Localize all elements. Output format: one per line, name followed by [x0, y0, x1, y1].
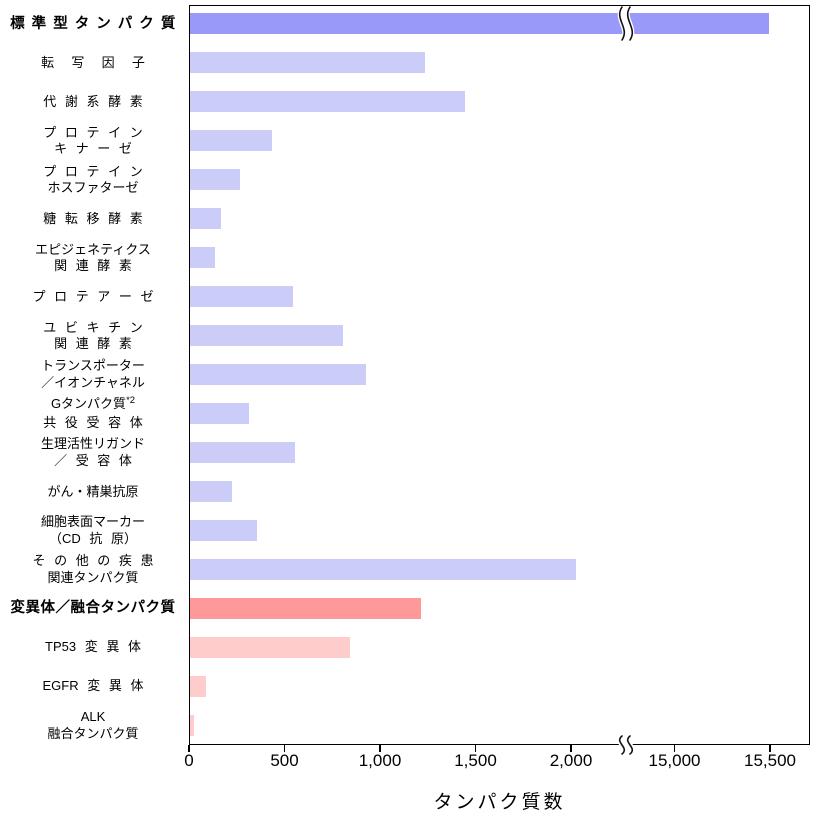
- bar-15: [190, 597, 422, 619]
- bar-2: [190, 91, 465, 113]
- x-tick-2: [379, 745, 381, 752]
- category-label-14: そ の 他 の 疾 患関連タンパク質: [32, 553, 154, 585]
- bar-3: [190, 130, 273, 152]
- plot-area: [189, 5, 810, 745]
- x-tick-6: [769, 745, 771, 752]
- category-label-9: トランスポーター ／イオンチャネル: [41, 358, 145, 390]
- category-label-4: プ ロ テ イ ンホスファターゼ: [43, 163, 143, 196]
- x-tick-label-2: 1,000: [358, 751, 402, 770]
- axis-break-icon: [617, 735, 635, 755]
- x-axis-title: タンパク質数: [433, 792, 566, 813]
- footnote-marker: *2: [126, 395, 136, 407]
- bar-14: [190, 558, 576, 580]
- x-tick-1: [283, 745, 286, 752]
- category-label-0: 標 準 型 タ ン パ ク 質: [10, 16, 176, 33]
- bar-18: [190, 714, 194, 736]
- bar-8: [190, 325, 343, 347]
- x-tick-label-3: 1,500: [454, 751, 497, 770]
- x-tick-0: [188, 745, 190, 752]
- bar-13: [190, 519, 257, 541]
- category-label-5: 糖 転 移 酵 素: [43, 210, 143, 226]
- bar-break-icon: [617, 5, 635, 41]
- category-label-6: エピジェネティクス関 連 酵 素: [35, 241, 151, 274]
- category-label-3: プ ロ テ イ ンキ ナ ー ゼ: [43, 124, 143, 157]
- bar-9: [190, 364, 366, 385]
- x-tick-5: [673, 745, 676, 752]
- bar-5: [190, 208, 221, 230]
- bar-4: [190, 169, 240, 191]
- category-label-17: EGFR 変 異 体: [42, 678, 144, 694]
- category-label-11: 生理活性リガンド／ 受 容 体: [40, 436, 145, 468]
- bar-7: [190, 286, 294, 308]
- category-label-1: 転 写 因 子: [41, 55, 145, 71]
- x-tick-3: [474, 745, 477, 752]
- bar-10: [190, 402, 250, 424]
- bar-12: [190, 480, 232, 502]
- category-label-10: Gタンパク質*2 共 役 受 容 体: [43, 395, 143, 430]
- category-label-8: ユ ビ キ チ ン関 連 酵 素: [43, 319, 143, 352]
- bar-0: [190, 13, 770, 35]
- category-label-16: TP53 変 異 体: [45, 639, 141, 655]
- category-label-7: プ ロ テ ア ー ゼ: [32, 288, 154, 304]
- x-tick-label-6: 15,500: [744, 751, 796, 770]
- category-label-15: 変異体／融合タンパク質: [10, 600, 176, 617]
- category-label-13: 細胞表面マーカー （CD 抗 原）: [40, 514, 145, 546]
- category-label-18: ALK 融合タンパク質: [47, 709, 139, 741]
- bar-6: [190, 247, 215, 269]
- bar-11: [190, 441, 295, 463]
- x-tick-label-4: 2,000: [549, 751, 593, 770]
- bar-16: [190, 636, 351, 658]
- x-tick-label-1: 500: [270, 751, 299, 770]
- x-tick-label-0: 0: [184, 751, 194, 770]
- bar-17: [190, 675, 207, 697]
- category-label-2: 代 謝 系 酵 素: [43, 94, 143, 110]
- category-label-12: がん・精巣抗原: [47, 483, 139, 499]
- x-tick-label-5: 15,000: [648, 751, 701, 770]
- x-tick-4: [570, 745, 572, 752]
- bar-1: [190, 52, 425, 74]
